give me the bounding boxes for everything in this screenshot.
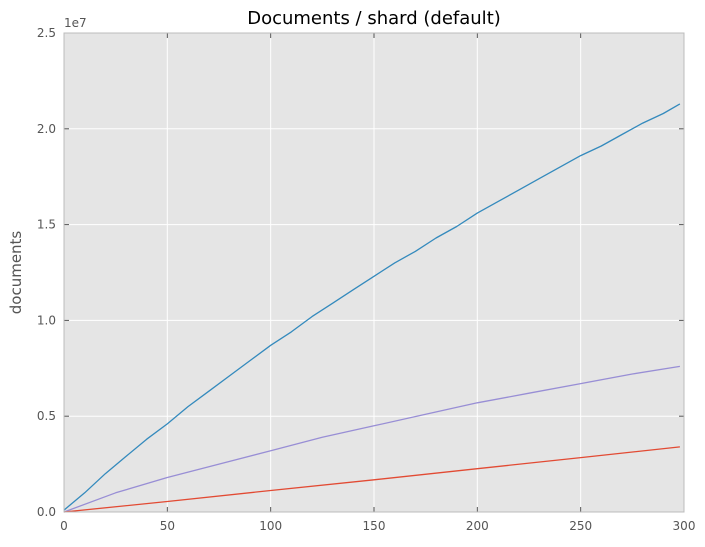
series-line-2 <box>63 365 681 513</box>
y-tick-label: 1.0 <box>37 313 56 327</box>
tick-labels: 0 50 100 150 200 250 300 0.0 0.5 1.0 1.5 2.0 2.5 <box>37 26 696 533</box>
plot-frame <box>63 32 685 513</box>
x-tick-label: 100 <box>259 519 282 533</box>
x-tick-label: 150 <box>363 519 386 533</box>
y-tick-label: 1.5 <box>37 218 56 232</box>
y-tick-label: 2.0 <box>37 122 56 136</box>
y-offset-label: 1e7 <box>64 16 87 30</box>
x-tick-label: 200 <box>466 519 489 533</box>
x-tick-label: 300 <box>673 519 696 533</box>
chart-title: Documents / shard (default) <box>247 8 501 29</box>
x-tick-label: 250 <box>569 519 592 533</box>
series-layer <box>63 103 681 513</box>
x-tick-label: 50 <box>160 519 175 533</box>
x-tick-label: 0 <box>60 519 68 533</box>
y-axis-label: documents <box>7 231 25 315</box>
series-line-1 <box>63 103 681 511</box>
y-tick-label: 2.5 <box>37 26 56 40</box>
series-line-3 <box>63 446 680 513</box>
y-tick-label: 0.5 <box>37 409 56 423</box>
y-tick-label: 0.0 <box>37 505 56 519</box>
